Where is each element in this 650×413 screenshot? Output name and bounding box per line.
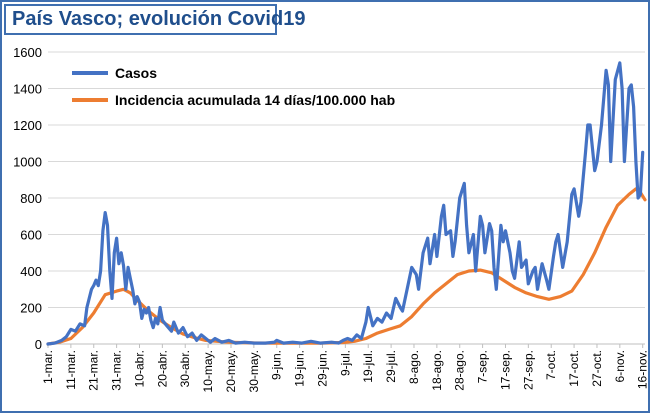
- y-tick-label: 1600: [13, 45, 42, 60]
- x-tick-label: 27-oct.: [590, 350, 604, 387]
- x-tick-label: 18-ago.: [430, 350, 444, 391]
- x-tick-label: 11-mar.: [64, 350, 78, 390]
- x-tick-label: 17-oct.: [567, 350, 581, 387]
- y-tick-label: 0: [35, 337, 42, 352]
- x-tick-label: 9-jul.: [338, 350, 352, 376]
- x-tick-label: 28-ago.: [453, 350, 467, 391]
- x-tick-label: 1-mar.: [41, 350, 55, 384]
- x-tick-label: 10-abr.: [132, 350, 146, 387]
- y-tick-label: 1200: [13, 118, 42, 133]
- legend-label-incidencia: Incidencia acumulada 14 días/100.000 hab: [115, 92, 395, 108]
- x-tick-label: 17-sep.: [498, 350, 512, 390]
- chart-title: País Vasco; evolución Covid19: [4, 4, 305, 35]
- x-tick-label: 20-may.: [224, 350, 238, 392]
- x-tick-label: 19-jun.: [293, 350, 307, 387]
- x-tick-label: 20-abr.: [155, 350, 169, 387]
- x-tick-label: 30-may.: [247, 350, 261, 392]
- y-tick-label: 200: [20, 301, 42, 316]
- x-tick-label: 8-ago.: [407, 350, 421, 384]
- x-tick-label: 10-may.: [201, 350, 215, 392]
- x-tick-label: 27-sep.: [521, 350, 535, 390]
- x-tick-label: 29-jun.: [315, 350, 329, 387]
- y-tick-label: 600: [20, 228, 42, 243]
- x-tick-label: 31-mar.: [110, 350, 124, 391]
- legend-label-casos: Casos: [115, 65, 157, 81]
- x-tick-label: 7-oct.: [544, 350, 558, 380]
- y-tick-label: 800: [20, 191, 42, 206]
- x-tick-label: 7-sep.: [476, 350, 490, 383]
- y-tick-label: 400: [20, 264, 42, 279]
- x-tick-label: 29-jul.: [384, 350, 398, 383]
- series-line-casos: [46, 61, 645, 346]
- y-tick-label: 1400: [13, 82, 42, 97]
- x-tick-label: 16-nov.: [636, 350, 650, 389]
- x-tick-label: 30-abr.: [178, 350, 192, 387]
- x-tick-label: 19-jul.: [361, 350, 375, 383]
- y-tick-label: 1000: [13, 155, 42, 170]
- x-tick-label: 9-jun.: [270, 350, 284, 380]
- x-tick-label: 6-nov.: [613, 350, 627, 382]
- x-tick-label: 21-mar.: [87, 350, 101, 391]
- series-line-incidencia: [46, 187, 647, 346]
